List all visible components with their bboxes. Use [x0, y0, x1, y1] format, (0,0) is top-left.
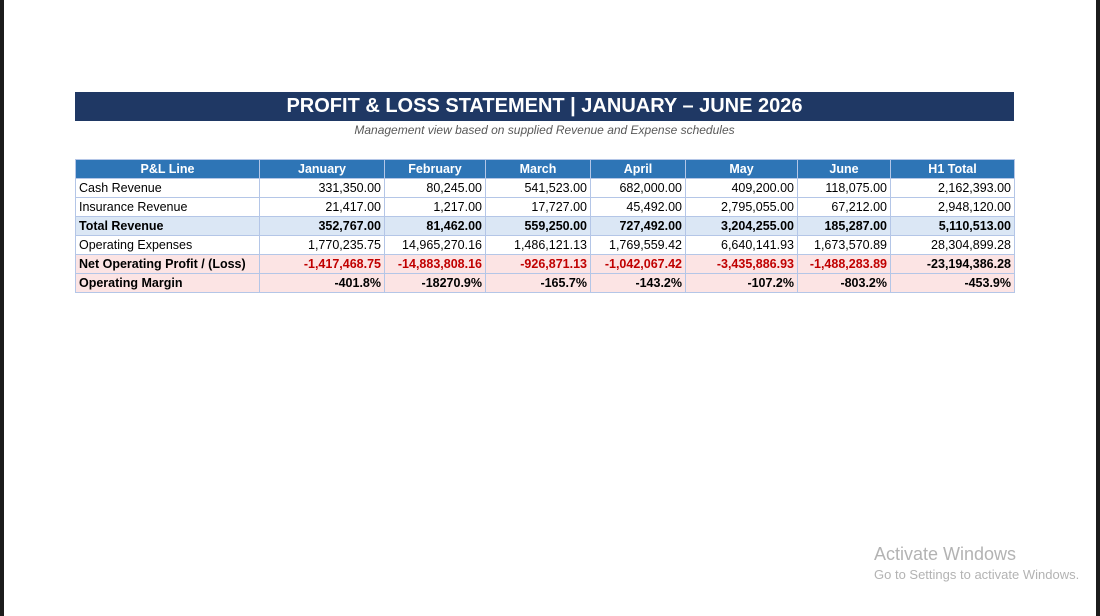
cell-january: -1,417,468.75 — [259, 254, 385, 274]
cell-march: 17,727.00 — [485, 197, 591, 217]
watermark-title: Activate Windows — [874, 544, 1017, 564]
cell-june: 67,212.00 — [797, 197, 891, 217]
cell-february: 80,245.00 — [384, 178, 486, 198]
cell-march: -926,871.13 — [485, 254, 591, 274]
cell-april: 727,492.00 — [590, 216, 686, 236]
cell-june: -803.2% — [797, 273, 891, 293]
cell-may: -3,435,886.93 — [685, 254, 798, 274]
report-subtitle: Management view based on supplied Revenu… — [354, 123, 735, 137]
cell-april: -1,042,067.42 — [590, 254, 686, 274]
cell-march: 1,486,121.13 — [485, 235, 591, 255]
row-label: Cash Revenue — [75, 178, 260, 198]
cell-h1-total: -453.9% — [890, 273, 1015, 293]
cell-h1-total: 28,304,899.28 — [890, 235, 1015, 255]
cell-may: 2,795,055.00 — [685, 197, 798, 217]
row-net-operating-profit: Net Operating Profit / (Loss) -1,417,468… — [75, 254, 1015, 274]
row-label: Net Operating Profit / (Loss) — [75, 254, 260, 274]
report-title: PROFIT & LOSS STATEMENT | JANUARY – JUNE… — [75, 92, 1014, 121]
row-total-revenue: Total Revenue 352,767.00 81,462.00 559,2… — [75, 216, 1015, 236]
column-header-may: May — [685, 159, 798, 179]
cell-may: 3,204,255.00 — [685, 216, 798, 236]
column-header-march: March — [485, 159, 591, 179]
cell-h1-total: 2,162,393.00 — [890, 178, 1015, 198]
cell-march: 559,250.00 — [485, 216, 591, 236]
pl-table: P&L Line January February March April Ma… — [75, 159, 1015, 293]
row-operating-margin: Operating Margin -401.8% -18270.9% -165.… — [75, 273, 1015, 293]
column-header-pl-line: P&L Line — [75, 159, 260, 179]
window-edge-right — [1096, 0, 1100, 616]
cell-h1-total: 2,948,120.00 — [890, 197, 1015, 217]
cell-april: 682,000.00 — [590, 178, 686, 198]
row-cash-revenue: Cash Revenue 331,350.00 80,245.00 541,52… — [75, 178, 1015, 198]
column-header-april: April — [590, 159, 686, 179]
cell-h1-total: -23,194,386.28 — [890, 254, 1015, 274]
row-operating-expenses: Operating Expenses 1,770,235.75 14,965,2… — [75, 235, 1015, 255]
cell-june: 118,075.00 — [797, 178, 891, 198]
cell-february: -18270.9% — [384, 273, 486, 293]
cell-may: 6,640,141.93 — [685, 235, 798, 255]
row-label: Total Revenue — [75, 216, 260, 236]
column-header-january: January — [259, 159, 385, 179]
cell-april: 45,492.00 — [590, 197, 686, 217]
row-label: Operating Expenses — [75, 235, 260, 255]
column-header-june: June — [797, 159, 891, 179]
cell-june: 1,673,570.89 — [797, 235, 891, 255]
cell-february: 1,217.00 — [384, 197, 486, 217]
cell-february: -14,883,808.16 — [384, 254, 486, 274]
cell-february: 14,965,270.16 — [384, 235, 486, 255]
cell-april: -143.2% — [590, 273, 686, 293]
cell-may: -107.2% — [685, 273, 798, 293]
cell-january: 331,350.00 — [259, 178, 385, 198]
row-label: Operating Margin — [75, 273, 260, 293]
watermark-subtitle: Go to Settings to activate Windows. — [874, 567, 1080, 582]
cell-january: 352,767.00 — [259, 216, 385, 236]
window-edge-left — [0, 0, 4, 616]
cell-january: 1,770,235.75 — [259, 235, 385, 255]
cell-june: 185,287.00 — [797, 216, 891, 236]
cell-april: 1,769,559.42 — [590, 235, 686, 255]
cell-may: 409,200.00 — [685, 178, 798, 198]
cell-h1-total: 5,110,513.00 — [890, 216, 1015, 236]
row-insurance-revenue: Insurance Revenue 21,417.00 1,217.00 17,… — [75, 197, 1015, 217]
column-header-h1-total: H1 Total — [890, 159, 1015, 179]
row-label: Insurance Revenue — [75, 197, 260, 217]
cell-february: 81,462.00 — [384, 216, 486, 236]
cell-january: -401.8% — [259, 273, 385, 293]
cell-january: 21,417.00 — [259, 197, 385, 217]
column-header-february: February — [384, 159, 486, 179]
cell-june: -1,488,283.89 — [797, 254, 891, 274]
table-header-row: P&L Line January February March April Ma… — [75, 159, 1015, 179]
cell-march: 541,523.00 — [485, 178, 591, 198]
cell-march: -165.7% — [485, 273, 591, 293]
activate-windows-watermark: Activate Windows Go to Settings to activ… — [874, 543, 1079, 585]
